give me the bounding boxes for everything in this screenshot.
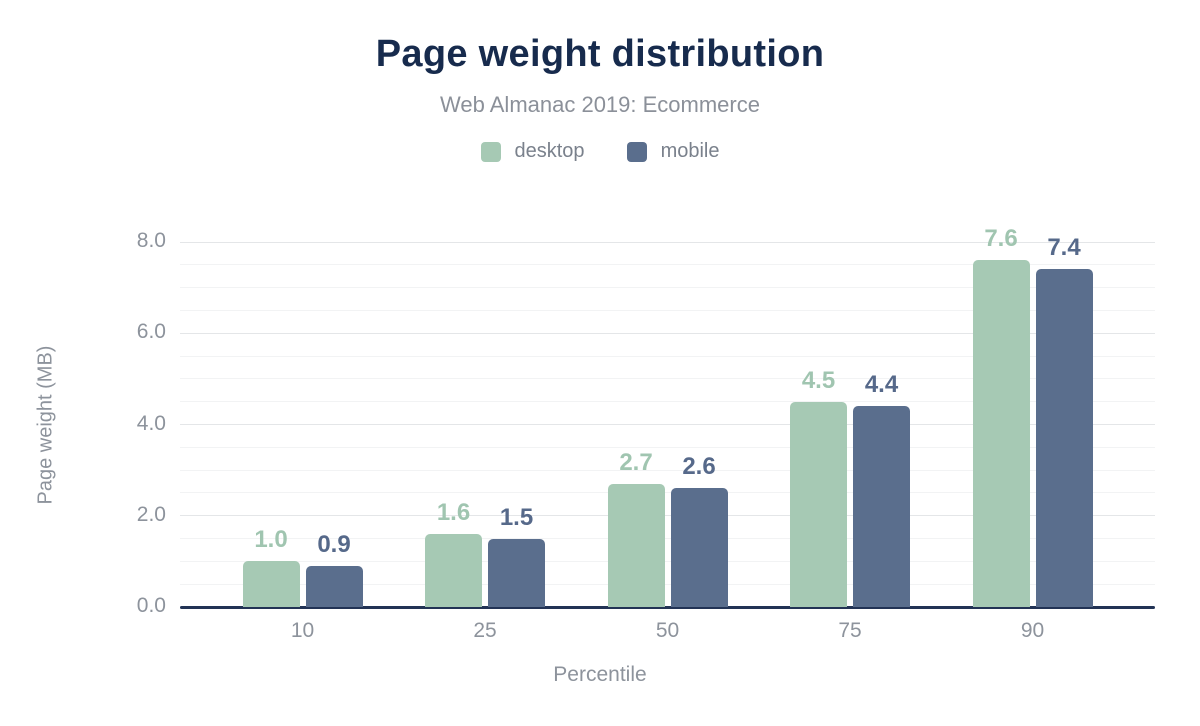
chart-body: 0.0 2.0 4.0 6.0 8.0 1.0 0.9 10 1.6 1.5 25 2.7 2.6 50…	[110, 225, 1155, 642]
bar-value-label-mobile-10: 0.9	[317, 530, 351, 558]
x-tick-label-75: 75	[838, 619, 862, 642]
gridline-minor	[180, 264, 1155, 266]
chart-title: Page weight distribution	[375, 33, 825, 75]
gridline-minor	[180, 560, 1155, 562]
bar-group-90: 7.6 7.4 90	[972, 225, 1093, 642]
bar-value-label-mobile-75: 4.4	[864, 371, 899, 399]
gridline-minor	[180, 492, 1155, 494]
bar-desktop-90: 7.6	[972, 225, 1030, 607]
gridline-major	[180, 515, 1155, 517]
gridline-minor	[180, 446, 1155, 448]
legend-swatch-mobile	[626, 141, 647, 162]
legend-label-mobile: mobile	[660, 140, 720, 162]
x-axis-line	[180, 606, 1155, 609]
bar-mobile-75: 4.4	[853, 371, 910, 607]
bar-desktop-25: 1.6	[425, 499, 482, 607]
bar-desktop-10: 1.0	[242, 526, 300, 607]
bar-group-25: 1.6 1.5 25	[425, 499, 545, 642]
y-axis-title: Page weight (MB)	[34, 345, 57, 505]
bar-value-label-mobile-50: 2.6	[682, 453, 716, 481]
gridline-major	[180, 241, 1155, 243]
chart-subtitle: Web Almanac 2019: Ecommerce	[440, 92, 760, 117]
legend-item-mobile: mobile	[626, 140, 720, 163]
y-tick-label: 8.0	[136, 229, 166, 252]
y-tick-label: 6.0	[136, 320, 166, 344]
x-tick-label-50: 50	[655, 619, 680, 642]
plot-area: 1.0 0.9 10 1.6 1.5 25 2.7 2.6 50 4.5 4.4 75 7.6 7.4 90	[180, 225, 1155, 642]
bar-value-label-desktop-90: 7.6	[984, 225, 1018, 253]
bar-value-label-mobile-25: 1.5	[499, 503, 534, 531]
y-tick-label: 2.0	[136, 502, 166, 526]
gridline-major	[180, 424, 1155, 425]
bar-mobile-25: 1.5	[488, 504, 545, 607]
bar-mobile-90: 7.4	[1035, 234, 1093, 607]
bar-value-label-desktop-50: 2.7	[619, 448, 653, 476]
gridline-minor	[180, 538, 1155, 540]
gridline-minor	[180, 287, 1155, 289]
bar-group-10: 1.0 0.9 10	[242, 526, 363, 642]
gridline-minor	[180, 355, 1155, 357]
bar-group-75: 4.5 4.4 75	[790, 367, 910, 642]
y-tick-label: 4.0	[136, 411, 166, 435]
bar-desktop-50: 2.7	[607, 449, 665, 607]
gridline-major	[180, 332, 1155, 334]
gridline-minor	[180, 309, 1155, 311]
chart-legend: desktop mobile	[0, 140, 1200, 163]
bar-group-50: 2.7 2.6 50	[607, 449, 728, 642]
x-tick-label-10: 10	[290, 619, 315, 642]
bar-mobile-10: 0.9	[305, 531, 363, 607]
gridline-minor	[180, 583, 1155, 585]
bar-mobile-50: 2.6	[670, 453, 728, 607]
gridline-minor	[180, 378, 1155, 380]
x-tick-label-25: 25	[473, 619, 497, 642]
bar-value-label-desktop-10: 1.0	[254, 526, 288, 554]
gridline-minor	[180, 469, 1155, 471]
y-tick-label: 0.0	[136, 594, 166, 617]
y-axis-ticks: 0.0 2.0 4.0 6.0 8.0	[110, 229, 166, 617]
bar-value-label-desktop-75: 4.5	[801, 366, 836, 394]
legend-swatch-desktop	[480, 141, 501, 162]
x-tick-label-90: 90	[1020, 619, 1045, 642]
x-axis-title: Percentile	[553, 663, 647, 686]
bar-value-label-mobile-90: 7.4	[1047, 234, 1081, 262]
gridline-minor	[180, 401, 1155, 403]
bar-value-label-desktop-25: 1.6	[436, 499, 471, 526]
bar-desktop-75: 4.5	[790, 367, 847, 607]
legend-item-desktop: desktop	[480, 140, 585, 163]
legend-label-desktop: desktop	[514, 140, 585, 162]
